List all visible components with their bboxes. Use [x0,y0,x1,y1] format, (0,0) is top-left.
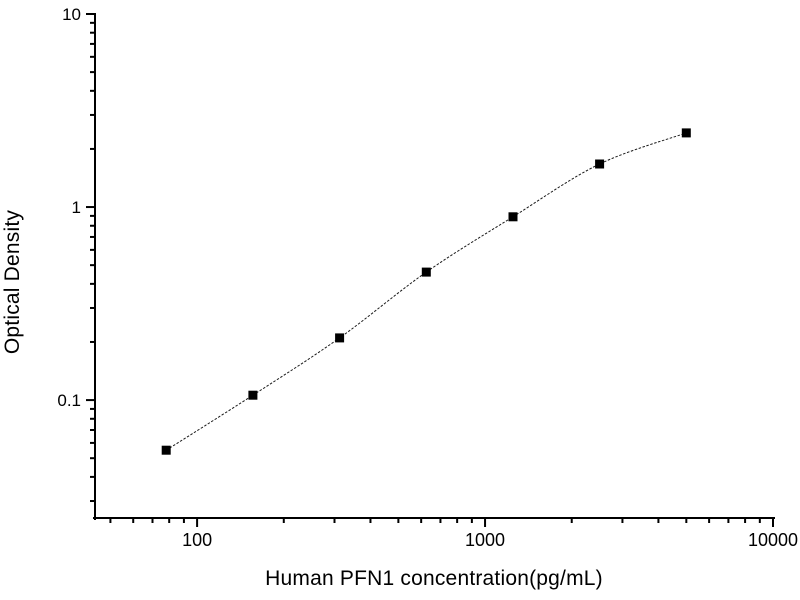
data-point-marker [161,445,171,455]
y-axis-title: Optical Density [1,209,24,355]
data-point-marker [421,267,431,277]
x-axis-title: Human PFN1 concentration(pg/mL) [265,567,603,590]
data-point-marker [508,212,518,222]
x-tick-labels: 100 1000 10000 [182,530,798,550]
fit-curve [165,132,687,451]
y-tick-labels: 0.1 1 10 [57,5,81,410]
y-tick-label: 10 [62,5,81,24]
y-ticks [86,13,95,503]
x-tick-label: 1000 [465,530,505,550]
x-ticks [109,518,774,527]
x-tick-label: 100 [182,530,212,550]
data-point-marker [681,128,691,138]
y-tick-label: 1 [72,198,81,217]
x-tick-label: 10000 [748,530,798,550]
data-point-marker [335,333,345,343]
axes [93,13,775,520]
y-tick-label: 0.1 [57,391,81,410]
data-point-markers [161,128,691,455]
data-point-marker [595,159,605,169]
data-point-marker [248,390,258,400]
